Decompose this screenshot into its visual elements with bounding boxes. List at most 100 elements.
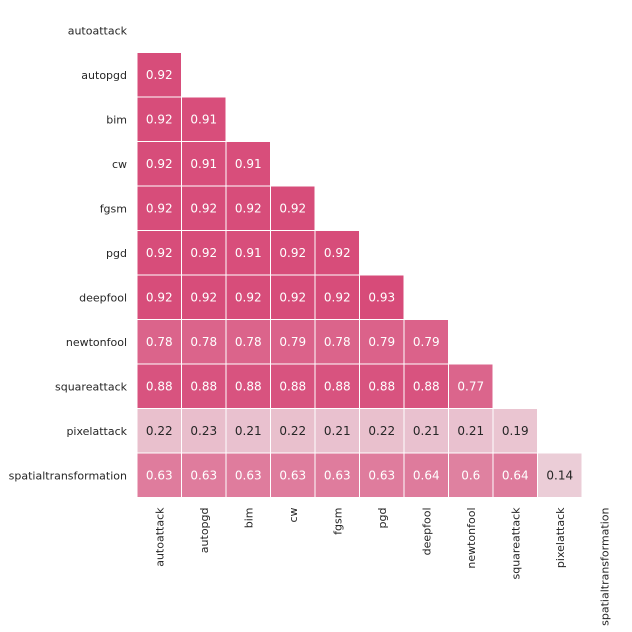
cell-value-label: 0.21 xyxy=(457,424,484,438)
row-label-newtonfool: newtonfool xyxy=(66,336,127,349)
cell-value-label: 0.92 xyxy=(146,246,173,260)
column-label-cw: cw xyxy=(287,507,300,522)
cell-value-label: 0.77 xyxy=(457,379,484,393)
cell-value-label: 0.92 xyxy=(279,246,306,260)
row-label-autopgd: autopgd xyxy=(81,69,127,82)
cell-value-label: 0.88 xyxy=(368,379,395,393)
heatmap-cell-spatialtransformation-pgd xyxy=(359,452,405,498)
heatmap-cell-spatialtransformation-autoattack xyxy=(136,452,182,498)
heatmap-cell-newtonfool-deepfool xyxy=(403,319,449,365)
cell-value-label: 0.78 xyxy=(146,335,173,349)
cell-value-label: 0.63 xyxy=(368,468,395,482)
row-label-squareattack: squareattack xyxy=(55,380,128,393)
row-labels: autoattack autopgd bim cw fgsm pgd deepfool new… xyxy=(9,24,128,482)
column-labels: autoattack autopgd bim cw fgsm pgd deepfool new… xyxy=(153,507,611,626)
heatmap-cell-newtonfool-autopgd xyxy=(181,319,227,365)
heatmap-cell-spatialtransformation-cw xyxy=(270,452,316,498)
row-label-fgsm: fgsm xyxy=(100,202,127,215)
heatmap-cell-squareattack-autoattack xyxy=(136,363,182,409)
heatmap-cell-deepfool-bim xyxy=(225,274,271,320)
column-label-bim: bim xyxy=(242,508,255,529)
cell-value-label: 0.92 xyxy=(279,201,306,215)
heatmap-cell-bim-autoattack xyxy=(136,96,182,142)
cell-value-label: 0.92 xyxy=(190,246,217,260)
column-label-fgsm: fgsm xyxy=(331,508,344,535)
heatmap-cell-pixelattack-bim xyxy=(225,408,271,454)
cell-value-label: 0.92 xyxy=(324,246,351,260)
cell-value-label: 0.78 xyxy=(235,335,262,349)
cell-value-label: 0.88 xyxy=(190,379,217,393)
cell-value-label: 0.63 xyxy=(235,468,262,482)
column-label-deepfool: deepfool xyxy=(420,508,433,556)
row-label-cw: cw xyxy=(112,158,127,171)
cell-value-label: 0.88 xyxy=(279,379,306,393)
cell-value-label: 0.63 xyxy=(190,468,217,482)
cell-value-label: 0.91 xyxy=(235,246,262,260)
heatmap-cell-deepfool-cw xyxy=(270,274,316,320)
column-label-spatialtransformation: spatialtransformation xyxy=(598,507,611,625)
heatmap-cell-newtonfool-autoattack xyxy=(136,319,182,365)
heatmap-cell-pixelattack-autoattack xyxy=(136,408,182,454)
row-label-spatialtransformation: spatialtransformation xyxy=(9,469,127,482)
heatmap-cell-squareattack-bim xyxy=(225,363,271,409)
heatmap-cell-spatialtransformation-autopgd xyxy=(181,452,227,498)
heatmap-cell-autopgd-autoattack xyxy=(136,52,182,98)
heatmap-cell-deepfool-autoattack xyxy=(136,274,182,320)
cell-value-label: 0.63 xyxy=(146,468,173,482)
heatmap-cell-spatialtransformation-bim xyxy=(225,452,271,498)
cell-value-label: 0.78 xyxy=(190,335,217,349)
cell-value-label: 0.79 xyxy=(279,335,306,349)
row-label-bim: bim xyxy=(106,113,127,126)
cell-value-label: 0.6 xyxy=(461,468,480,482)
cell-value-label: 0.88 xyxy=(413,379,440,393)
cell-value-label: 0.92 xyxy=(146,68,173,82)
heatmap-cell-fgsm-autopgd xyxy=(181,185,227,231)
row-label-pgd: pgd xyxy=(106,247,127,260)
cell-value-label: 0.63 xyxy=(324,468,351,482)
heatmap-cell-pixelattack-pgd xyxy=(359,408,405,454)
column-label-pixelattack: pixelattack xyxy=(554,507,567,568)
cell-value-label: 0.19 xyxy=(502,424,529,438)
cell-value-label: 0.22 xyxy=(279,424,306,438)
cell-value-label: 0.91 xyxy=(190,157,217,171)
heatmap-cell-pgd-cw xyxy=(270,230,316,276)
heatmap-cell-pixelattack-squareattack xyxy=(492,408,538,454)
cell-value-label: 0.91 xyxy=(190,112,217,126)
cell-value-label: 0.92 xyxy=(190,201,217,215)
cell-value-label: 0.63 xyxy=(279,468,306,482)
cell-value-label: 0.21 xyxy=(235,424,262,438)
heatmap-cell-spatialtransformation-newtonfool xyxy=(448,452,494,498)
heatmap-cell-deepfool-fgsm xyxy=(314,274,360,320)
cell-value-label: 0.91 xyxy=(235,157,262,171)
cell-value-label: 0.79 xyxy=(413,335,440,349)
cell-value-label: 0.22 xyxy=(146,424,173,438)
cell-value-label: 0.14 xyxy=(546,468,573,482)
cell-value-label: 0.93 xyxy=(368,290,395,304)
cell-value-label: 0.92 xyxy=(324,290,351,304)
cell-value-label: 0.92 xyxy=(279,290,306,304)
heatmap-cell-spatialtransformation-fgsm xyxy=(314,452,360,498)
cell-value-label: 0.64 xyxy=(413,468,440,482)
cell-value-label: 0.88 xyxy=(146,379,173,393)
cell-value-label: 0.79 xyxy=(368,335,395,349)
cell-value-label: 0.92 xyxy=(190,290,217,304)
cell-value-label: 0.22 xyxy=(368,424,395,438)
column-label-pgd: pgd xyxy=(376,508,389,529)
cell-value-label: 0.92 xyxy=(146,201,173,215)
heatmap-cell-cw-bim xyxy=(225,141,271,187)
heatmap-cell-spatialtransformation-squareattack xyxy=(492,452,538,498)
cell-value-label: 0.21 xyxy=(413,424,440,438)
row-label-autoattack: autoattack xyxy=(68,24,128,37)
cell-value-label: 0.92 xyxy=(235,201,262,215)
row-label-deepfool: deepfool xyxy=(79,291,127,304)
cell-value-label: 0.23 xyxy=(190,424,217,438)
column-label-autoattack: autoattack xyxy=(153,507,166,567)
cell-value-label: 0.92 xyxy=(146,290,173,304)
cell-value-label: 0.92 xyxy=(146,157,173,171)
heatmap-cell-pixelattack-deepfool xyxy=(403,408,449,454)
column-label-autopgd: autopgd xyxy=(198,508,211,554)
cell-value-label: 0.88 xyxy=(324,379,351,393)
cell-value-label: 0.21 xyxy=(324,424,351,438)
heatmap-cell-spatialtransformation-pixelattack xyxy=(537,452,583,498)
